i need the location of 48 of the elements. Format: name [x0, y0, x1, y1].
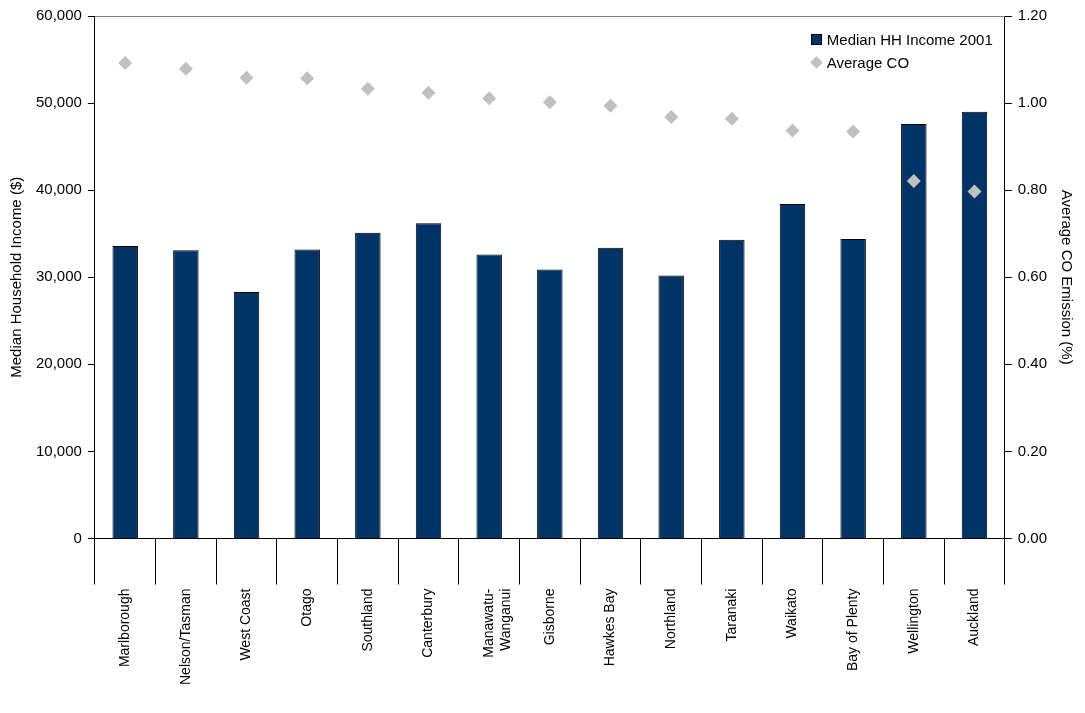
y-tick-label: 60,000: [35, 6, 82, 24]
x-tick-label: Taranaki: [722, 588, 739, 642]
x-tick-label: Wellington: [904, 588, 921, 654]
x-tick-label: Manawatu-Wanganui: [480, 588, 513, 658]
point: [846, 124, 861, 139]
point: [300, 71, 315, 86]
x-tick-label: Northland: [662, 588, 679, 650]
point: [178, 61, 193, 76]
point: [482, 91, 497, 106]
y-tick-label: 50,000: [35, 93, 82, 111]
point: [967, 184, 982, 199]
y-tick-label: 20,000: [35, 354, 82, 372]
x-tick-label: Gisborne: [540, 588, 557, 646]
x-tick-label: West Coast: [237, 588, 254, 661]
point: [542, 95, 557, 110]
point: [360, 81, 375, 96]
legend-label: Average CO: [826, 54, 910, 71]
y-axis-title: Median Household Income ($): [7, 176, 25, 378]
y2-tick-label: 1.00: [1017, 93, 1048, 111]
x-tick-label: Southland: [358, 588, 375, 652]
point: [664, 110, 679, 125]
y2-axis-title: Average CO Emission (%): [1058, 189, 1076, 365]
y2-tick-label: 0.40: [1017, 354, 1048, 372]
point: [421, 85, 436, 100]
y-tick-label: 0: [73, 528, 82, 546]
point: [603, 98, 618, 113]
x-tick-label: Waikato: [783, 588, 800, 639]
y-tick-label: 40,000: [35, 180, 82, 198]
y-tick-label: 30,000: [35, 267, 82, 285]
y2-tick-label: 0.00: [1017, 528, 1048, 546]
point: [906, 174, 921, 189]
legend-label: Median HH Income 2001: [826, 31, 993, 48]
y2-tick-label: 1.20: [1017, 6, 1048, 24]
x-tick-label: Auckland: [965, 588, 982, 647]
y2-tick-label: 0.60: [1017, 267, 1048, 285]
y2-tick-label: 0.80: [1017, 180, 1048, 198]
point: [239, 70, 254, 85]
point: [118, 56, 133, 71]
x-tick-label: Nelson/Tasman: [176, 588, 193, 686]
x-tick-label: Marlborough: [116, 588, 133, 668]
x-tick-label: Canterbury: [419, 588, 436, 658]
y-tick-label: 10,000: [35, 441, 82, 459]
x-tick-label: Hawkes Bay: [601, 588, 618, 667]
point: [785, 123, 800, 138]
x-tick-label: Bay of Plenty: [844, 588, 861, 672]
y2-tick-label: 0.20: [1017, 441, 1048, 459]
x-tick-label: Otago: [298, 588, 315, 627]
point: [724, 111, 739, 126]
